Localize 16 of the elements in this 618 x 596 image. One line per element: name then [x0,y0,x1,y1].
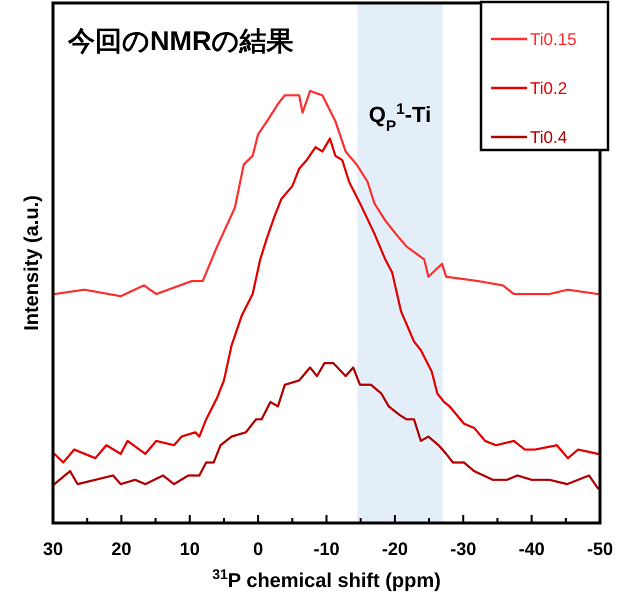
legend-label: Ti0.2 [530,79,568,98]
legend-label: Ti0.4 [530,128,568,147]
x-tick-label: -40 [518,539,545,559]
x-tick-label: -30 [450,539,476,559]
x-tick-label: 30 [42,539,64,559]
x-tick-label: -20 [382,539,408,559]
x-tick-label: 20 [111,539,132,559]
x-tick-label: 10 [180,539,200,559]
legend-label: Ti0.15 [530,30,577,49]
band-label: Q$_{P}$$^{1}$-Ti [368,100,432,134]
chart-title: 今回のNMRの結果 [67,26,294,56]
x-tick-label: 0 [253,539,264,559]
x-axis-title: $^{31}$P chemical shift (ppm) [212,566,441,592]
y-axis-title: Intensity (a.u.) [21,195,43,331]
x-tick-label: -50 [586,539,614,559]
x-tick-label: -10 [313,539,340,559]
